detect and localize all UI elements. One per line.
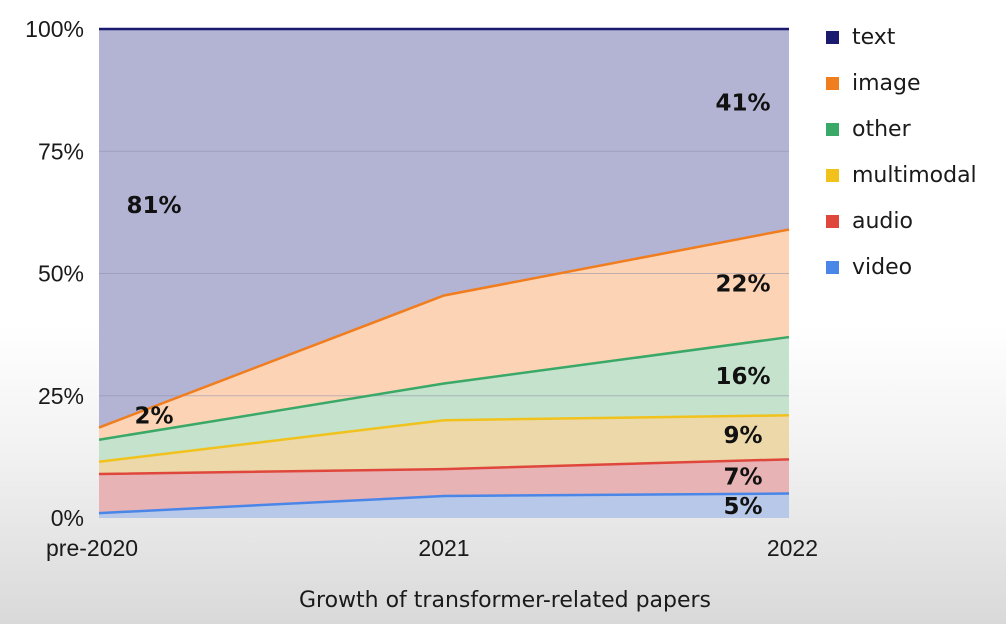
legend: text image other multimodal audio video xyxy=(826,14,977,290)
data-label: 2% xyxy=(134,403,173,429)
legend-label: video xyxy=(852,254,913,280)
data-label: 41% xyxy=(715,90,770,116)
data-label: 22% xyxy=(715,271,770,297)
x-axis-ticks: pre-2020 2021 2022 xyxy=(46,535,818,561)
legend-swatch xyxy=(826,260,839,274)
series-lines xyxy=(98,27,790,515)
legend-swatch xyxy=(826,122,839,136)
legend-item-video: video xyxy=(826,244,977,290)
y-tick-label: 75% xyxy=(38,138,84,164)
data-labels: 81% 2% 41% 22% 16% 9% 7% 5% xyxy=(126,90,770,519)
line-image xyxy=(98,228,790,429)
data-label: 5% xyxy=(723,494,762,520)
area-video xyxy=(99,493,789,518)
x-axis-title: Growth of transformer-related papers xyxy=(299,588,711,613)
legend-label: audio xyxy=(852,208,913,234)
legend-label: other xyxy=(852,116,911,142)
area-other xyxy=(99,337,789,462)
y-tick-label: 0% xyxy=(51,505,84,531)
legend-swatch xyxy=(826,76,839,90)
legend-item-multimodal: multimodal xyxy=(826,152,977,198)
data-label: 16% xyxy=(715,364,770,390)
legend-label: multimodal xyxy=(852,162,977,188)
x-tick-label: pre-2020 xyxy=(46,535,138,561)
line-multimodal xyxy=(98,414,790,464)
legend-swatch xyxy=(826,214,839,228)
line-other xyxy=(98,335,790,441)
y-tick-label: 25% xyxy=(38,383,84,409)
y-tick-label: 50% xyxy=(38,261,84,287)
legend-swatch xyxy=(826,30,839,44)
legend-label: image xyxy=(852,70,921,96)
x-tick-label: 2021 xyxy=(418,535,469,561)
y-axis-ticks: 0% 25% 50% 75% 100% xyxy=(25,16,84,531)
area-image xyxy=(99,229,789,440)
x-tick-label: 2022 xyxy=(767,535,818,561)
legend-swatch xyxy=(826,168,839,182)
data-label: 81% xyxy=(126,193,181,219)
data-label: 7% xyxy=(723,464,762,490)
legend-item-audio: audio xyxy=(826,198,977,244)
area-layers xyxy=(99,29,789,518)
legend-label: text xyxy=(852,24,896,50)
line-video xyxy=(98,492,790,515)
legend-item-image: image xyxy=(826,60,977,106)
legend-item-other: other xyxy=(826,106,977,152)
y-tick-label: 100% xyxy=(25,16,84,42)
area-multimodal xyxy=(99,415,789,474)
gridlines xyxy=(99,150,789,397)
area-text xyxy=(99,29,789,428)
legend-item-text: text xyxy=(826,14,977,60)
line-audio xyxy=(98,458,790,476)
data-label: 9% xyxy=(723,423,762,449)
